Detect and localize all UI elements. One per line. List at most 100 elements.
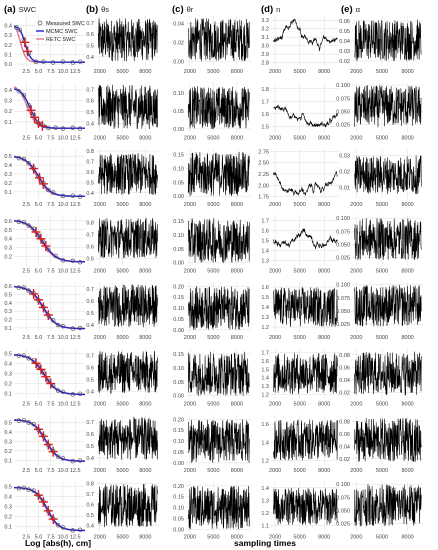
measured-swc-point: [41, 370, 46, 375]
swc-panel-row-5: 0.1 0.2 0.3 0.4 0.5 0.6 2.5 5.0 7.5 10.0 12.5: [4, 282, 85, 341]
x-tick-label: 8000: [318, 69, 330, 75]
x-tick-label: 2000: [184, 468, 196, 474]
x-tick-label: 8000: [318, 402, 330, 408]
x-tick-label: 2.5: [22, 202, 30, 208]
x-tick-label: 7.5: [47, 69, 55, 75]
y-tick-label: 0.1: [4, 525, 12, 531]
y-tick-label: 0.3: [4, 99, 12, 105]
measured-swc-point: [70, 258, 76, 264]
trace-line: [273, 286, 338, 327]
y-tick-label: 0.2: [4, 181, 12, 187]
trace-panel-r1-c4: 0.02 0.03 0.04 0.05 0.06 2000 5000 8000: [339, 16, 423, 75]
y-tick-label: 0.1: [4, 120, 12, 126]
y-tick-label: 0.4: [4, 430, 12, 436]
y-tick-label: 0.2: [4, 515, 12, 521]
x-tick-label: 7.5: [47, 269, 55, 275]
measured-swc-point: [21, 37, 27, 42]
measured-swc-point: [70, 326, 76, 331]
y-tick-label: 0.3: [4, 309, 12, 315]
y-tick-label: 0.4: [4, 362, 12, 368]
measured-swc-point: [41, 59, 46, 64]
x-tick-label: 5000: [207, 335, 219, 341]
x-tick-label: 8000: [139, 535, 151, 541]
y-tick-label: 0.00: [173, 461, 184, 467]
y-tick-label: 0.4: [86, 323, 94, 329]
measured-swc-point: [53, 125, 58, 130]
y-tick-label: 0.2: [4, 255, 12, 261]
legend-entry: RETC SWC: [46, 37, 75, 43]
x-tick-label: 2000: [94, 335, 106, 341]
trace-line: [354, 218, 422, 261]
y-tick-label: 0.1: [4, 392, 12, 398]
y-tick-label: 1.8: [261, 87, 269, 93]
y-tick-label: 0.00: [173, 194, 184, 200]
y-tick-label: 0.2: [4, 449, 12, 455]
column-title-label: θs: [101, 5, 109, 14]
x-axis-label-swc: Log [abs(h), cm]: [25, 538, 91, 548]
trace-line: [273, 228, 338, 250]
measured-swc-point: [26, 102, 31, 108]
y-tick-label: 0.08: [339, 419, 350, 425]
panel-background: [14, 82, 85, 133]
measured-swc-point: [55, 322, 61, 328]
column-title-letter: (e): [341, 4, 353, 15]
x-tick-label: 2.5: [22, 535, 30, 541]
y-tick-label: 0.02: [339, 457, 350, 463]
mcmc-swc-line: [14, 25, 85, 63]
measured-swc-point: [26, 161, 31, 166]
measured-swc-point: [21, 353, 27, 358]
measured-swc-point: [16, 485, 22, 491]
x-tick-label: 8000: [401, 335, 413, 341]
y-tick-label: 0.6: [86, 32, 94, 38]
x-tick-label: 8000: [318, 535, 330, 541]
y-tick-label: 0.20: [173, 484, 184, 490]
measured-swc-point: [16, 285, 22, 290]
y-tick-label: 0.1: [4, 458, 12, 464]
measured-swc-point: [16, 219, 22, 225]
measured-swc-point: [41, 304, 46, 310]
x-tick-label: 2000: [94, 402, 106, 408]
x-tick-label: 8000: [139, 335, 151, 341]
x-tick-label: 5.0: [35, 468, 43, 474]
x-tick-label: 8000: [401, 535, 413, 541]
trace-panel-r4-c2: 0.00 0.05 0.10 0.15 2000 5000 8000: [173, 215, 251, 275]
measured-swc-point: [26, 420, 31, 425]
column-title-1: (b) θs: [86, 4, 109, 15]
column-title-label: α: [356, 5, 361, 14]
trace-panel-r6-c4: 0.02 0.04 0.06 0.08 2000 5000 8000: [339, 348, 423, 408]
y-tick-label: 0.20: [173, 417, 184, 423]
y-tick-label: 0.4: [86, 389, 94, 395]
y-tick-label: 1.6: [261, 229, 269, 235]
column-title-2: (c) θr: [172, 4, 194, 15]
measured-swc-point: [21, 285, 27, 290]
x-tick-label: 8000: [231, 202, 243, 208]
column-title-letter: (d): [261, 4, 273, 15]
trace-line: [354, 155, 422, 195]
x-tick-label: 2000: [184, 335, 196, 341]
y-tick-label: 0.5: [86, 513, 94, 519]
y-tick-label: 1.3: [261, 315, 269, 321]
y-tick-label: 0.050: [336, 508, 350, 514]
x-tick-label: 5.0: [35, 535, 43, 541]
x-tick-label: 2000: [269, 69, 281, 75]
y-tick-label: 0.075: [336, 296, 350, 302]
trace-line: [354, 284, 422, 327]
x-tick-label: 5000: [116, 69, 128, 75]
y-tick-label: 0.5: [86, 44, 94, 50]
measured-swc-point: [55, 522, 61, 528]
trace-panel-r8-c2: 0.00 0.05 0.10 0.15 0.20 2000 5000 8000: [173, 481, 251, 541]
x-tick-label: 8000: [139, 468, 151, 474]
x-tick-label: 8000: [231, 136, 243, 142]
y-tick-label: 0.7: [86, 21, 94, 27]
y-tick-label: 0.05: [173, 450, 184, 456]
y-tick-label: 0.3: [4, 246, 12, 252]
y-tick-label: 1.4: [261, 249, 269, 255]
y-tick-label: 0.2: [4, 109, 12, 115]
y-tick-label: 0.5: [86, 110, 94, 116]
y-tick-label: 1.7: [261, 351, 269, 357]
x-tick-label: 5000: [116, 202, 128, 208]
trace-line: [98, 416, 158, 461]
x-tick-label: 8000: [139, 136, 151, 142]
y-tick-label: 0.10: [173, 166, 184, 172]
x-tick-label: 8000: [318, 335, 330, 341]
